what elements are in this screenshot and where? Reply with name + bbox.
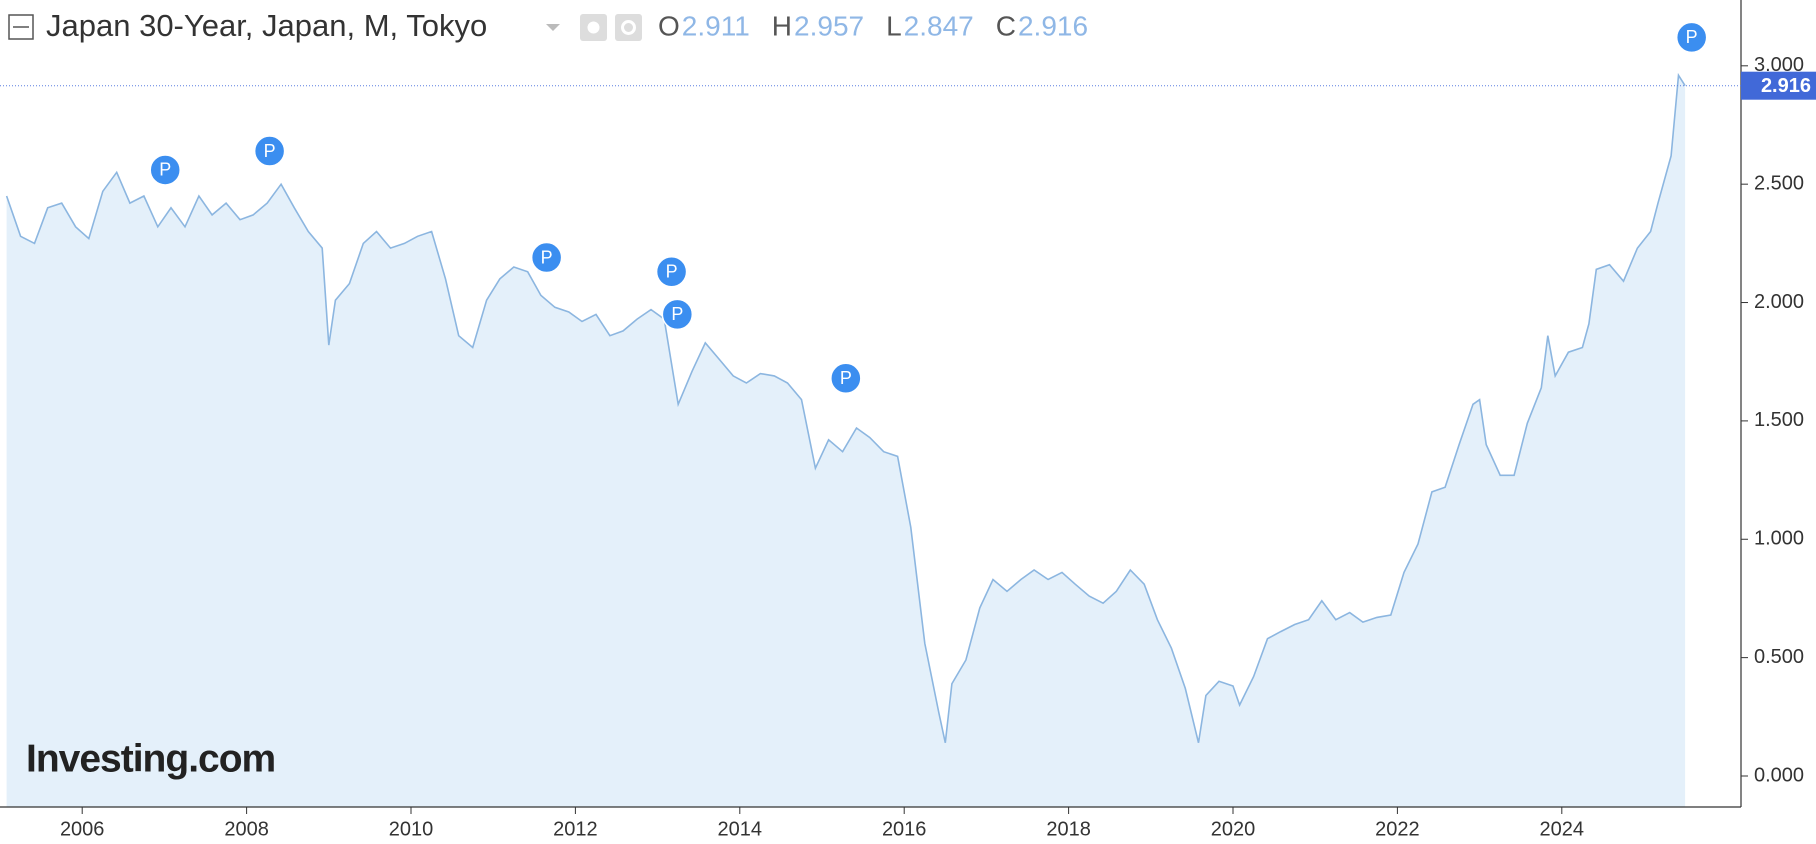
x-tick-label: 2016 xyxy=(882,818,927,840)
y-tick-label: 3.000 xyxy=(1754,54,1804,76)
eye-icon xyxy=(587,21,600,34)
y-tick-label: 2.000 xyxy=(1754,291,1804,313)
last-value-tag xyxy=(1741,71,1816,100)
event-marker-label: P xyxy=(264,141,276,161)
x-tick-label: 2012 xyxy=(553,818,598,840)
ohlc-value: 2.911 xyxy=(682,10,750,41)
area xyxy=(6,75,1686,808)
ohlc-value: 2.957 xyxy=(794,10,864,41)
event-marker[interactable] xyxy=(1675,21,1708,54)
y-tick-label: 1.000 xyxy=(1754,528,1804,550)
event-marker[interactable] xyxy=(661,298,694,331)
ohlc-value: 2.916 xyxy=(1018,10,1088,41)
x-tick-label: 2008 xyxy=(224,818,269,840)
settings-button[interactable] xyxy=(615,14,642,41)
ohlc-name: H xyxy=(772,10,792,41)
gear-icon xyxy=(621,20,636,35)
last-value-label: 2.916 xyxy=(1761,75,1811,97)
event-marker[interactable] xyxy=(655,256,688,288)
event-marker-label: P xyxy=(1686,27,1698,47)
y-tick-label: 1.500 xyxy=(1754,409,1804,431)
event-marker[interactable] xyxy=(530,241,563,274)
x-tick-label: 2018 xyxy=(1046,818,1091,840)
x-tick-label: 2022 xyxy=(1375,818,1420,840)
x-tick-label: 2010 xyxy=(389,818,434,840)
x-tick-label: 2014 xyxy=(718,818,763,840)
y-tick-label: 0.500 xyxy=(1754,646,1804,668)
chart-title: Japan 30-Year, Japan, M, Tokyo xyxy=(46,8,487,43)
x-tick-label: 2006 xyxy=(60,818,105,840)
logo: Investing.com xyxy=(26,737,275,780)
dropdown-arrow[interactable] xyxy=(546,24,560,31)
ohlc-value: 2.847 xyxy=(904,10,974,41)
event-marker[interactable] xyxy=(149,154,181,186)
y-tick-label: 2.500 xyxy=(1754,172,1804,194)
x-tick-label: 2024 xyxy=(1540,818,1585,840)
ohlc-legend: O 2.911 H 2.957 L 2.847 C 2.916 xyxy=(658,10,1088,41)
collapse-button[interactable] xyxy=(8,14,34,40)
event-marker[interactable] xyxy=(253,135,286,167)
event-marker-label: P xyxy=(159,160,171,180)
event-marker-label: P xyxy=(671,304,683,324)
y-tick-label: 0.000 xyxy=(1754,764,1804,786)
event-marker-label: P xyxy=(840,368,852,388)
plot-area xyxy=(5,72,1686,808)
ohlc-name: L xyxy=(886,10,902,41)
ohlc-name: C xyxy=(996,10,1016,41)
event-marker-label: P xyxy=(666,262,678,282)
line xyxy=(5,72,1686,743)
ohlc-name: O xyxy=(658,10,680,41)
event-marker[interactable] xyxy=(830,362,862,395)
x-tick-label: 2020 xyxy=(1211,818,1256,840)
event-marker-label: P xyxy=(541,247,553,267)
